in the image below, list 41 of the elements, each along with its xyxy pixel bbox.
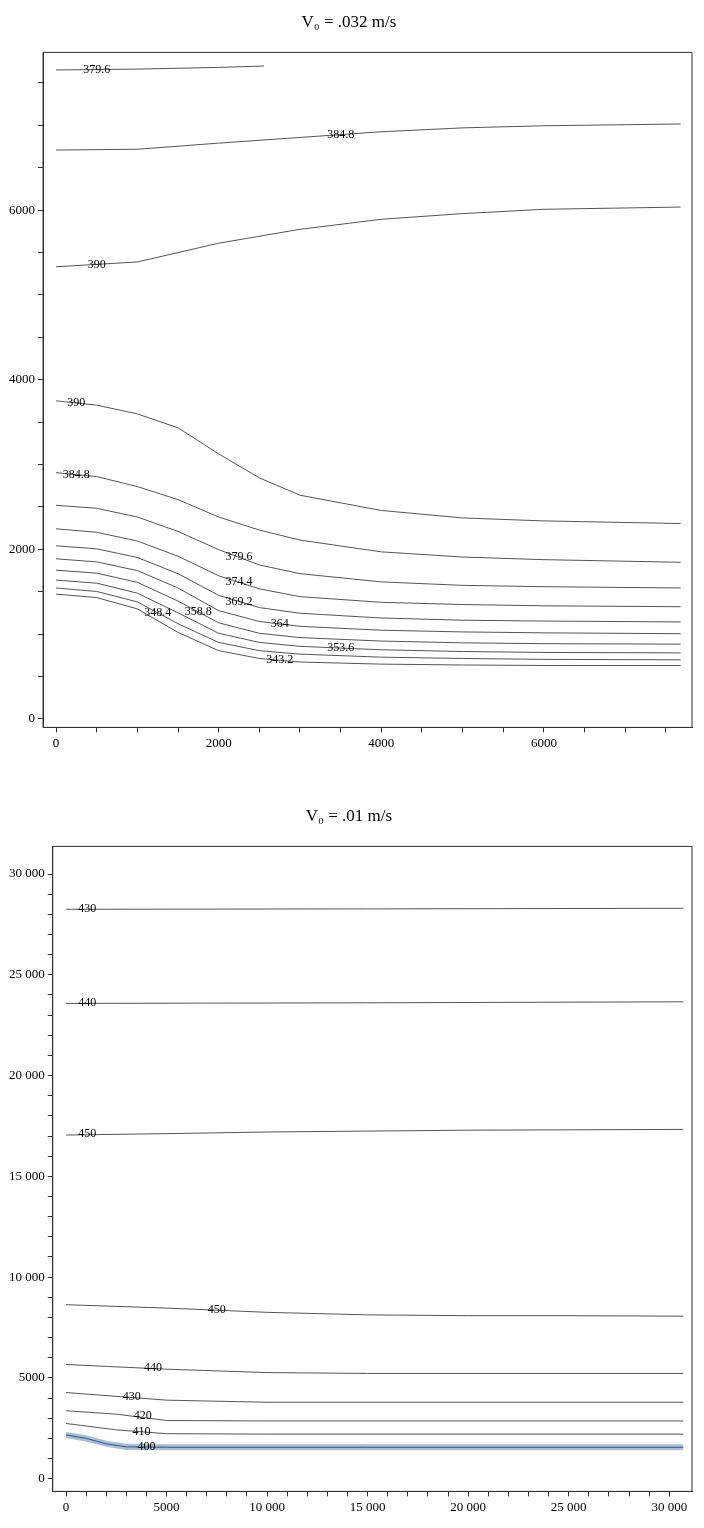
annotation: 430: [122, 1389, 141, 1404]
annotation: 420: [133, 1408, 152, 1423]
x-tick-label: 30 000: [651, 1498, 688, 1514]
y-tick-label: 10 000: [9, 1268, 45, 1284]
annotation: 440: [144, 1359, 163, 1374]
x-tick-label: 10 000: [249, 1498, 285, 1514]
x-tick-label: 5000: [153, 1498, 180, 1514]
annotation: 364: [270, 616, 289, 631]
x-tick-label: 4000: [368, 734, 395, 750]
x-tick-label: 0: [52, 734, 60, 750]
y-tick-label: 15 000: [9, 1167, 45, 1183]
annotation: 348.4: [144, 604, 172, 619]
y-tick-label: 20 000: [9, 1067, 45, 1082]
annotation: 450: [207, 1302, 226, 1317]
annotation: 390: [67, 395, 86, 410]
annotation: 410: [132, 1423, 151, 1438]
y-tick-label: 5000: [18, 1369, 45, 1385]
y-tick-label: 6000: [9, 201, 35, 217]
annotation: 400: [137, 1439, 156, 1454]
x-tick-label: 20 000: [450, 1498, 487, 1514]
annotation: 390: [87, 256, 106, 271]
annotation: 384.8: [62, 466, 90, 481]
y-tick-label: 30 000: [9, 865, 45, 881]
x-tick-label: 0: [62, 1498, 70, 1514]
x-tick-label: 2000: [205, 734, 232, 750]
x-tick-label: 6000: [530, 734, 557, 750]
annotation: 343.2: [266, 652, 294, 667]
x-tick-label: 15 000: [349, 1498, 386, 1514]
annotation: 353.6: [327, 640, 355, 655]
y-tick-label: 2000: [9, 540, 35, 556]
y-tick-label: 4000: [9, 371, 35, 387]
y-tick-label: 25 000: [9, 966, 45, 982]
y-tick-label: 0: [38, 1470, 45, 1486]
chart-title: V₀ = .01 m/s: [305, 805, 393, 825]
annotation: 430: [78, 901, 97, 916]
annotation: 358.8: [184, 604, 212, 619]
y-tick-label: 0: [28, 710, 35, 726]
chart-title: V₀ = .032 m/s: [301, 11, 397, 31]
x-tick-label: 25 000: [550, 1498, 587, 1514]
annotation: 384.8: [327, 126, 355, 141]
annotation: 450: [78, 1125, 97, 1140]
